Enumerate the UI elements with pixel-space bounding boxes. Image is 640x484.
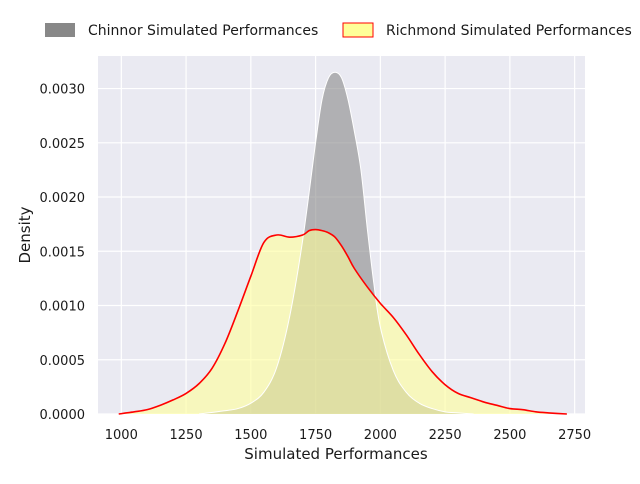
x-tick-label: 2250: [429, 428, 462, 443]
x-tick-label: 2500: [493, 428, 526, 443]
x-tick-label: 2000: [364, 428, 397, 443]
y-tick-label: 0.0025: [40, 137, 86, 152]
legend-label-richmond: Richmond Simulated Performances: [386, 23, 632, 39]
x-tick-label: 1500: [234, 428, 267, 443]
x-tick-label: 2750: [558, 428, 591, 443]
y-tick-label: 0.0015: [40, 245, 86, 260]
tick-labels: 1000 1250 1500 1750 2000 2250 2500 2750 0.0000 0.…: [40, 83, 592, 443]
y-tick-label: 0.0005: [40, 354, 86, 369]
legend-label-chinnor: Chinnor Simulated Performances: [88, 23, 318, 39]
series-layer: [118, 71, 567, 415]
legend-swatch-chinnor: [45, 23, 75, 37]
legend: Chinnor Simulated Performances Richmond …: [45, 22, 632, 39]
y-tick-label: 0.0010: [40, 300, 86, 315]
density-line-chinnor: [198, 71, 474, 415]
x-tick-label: 1000: [105, 428, 138, 443]
x-tick-label: 1750: [299, 428, 332, 443]
density-line-richmond: [118, 228, 567, 415]
density-area-richmond: [118, 229, 567, 414]
legend-swatch-richmond: [342, 22, 374, 38]
y-tick-label: 0.0030: [40, 83, 86, 98]
y-tick-label: 0.0020: [40, 191, 86, 206]
x-axis-label: Simulated Performances: [244, 445, 428, 463]
y-tick-label: 0.0000: [40, 408, 86, 423]
x-tick-label: 1250: [170, 428, 203, 443]
y-axis-label: Density: [16, 206, 34, 263]
